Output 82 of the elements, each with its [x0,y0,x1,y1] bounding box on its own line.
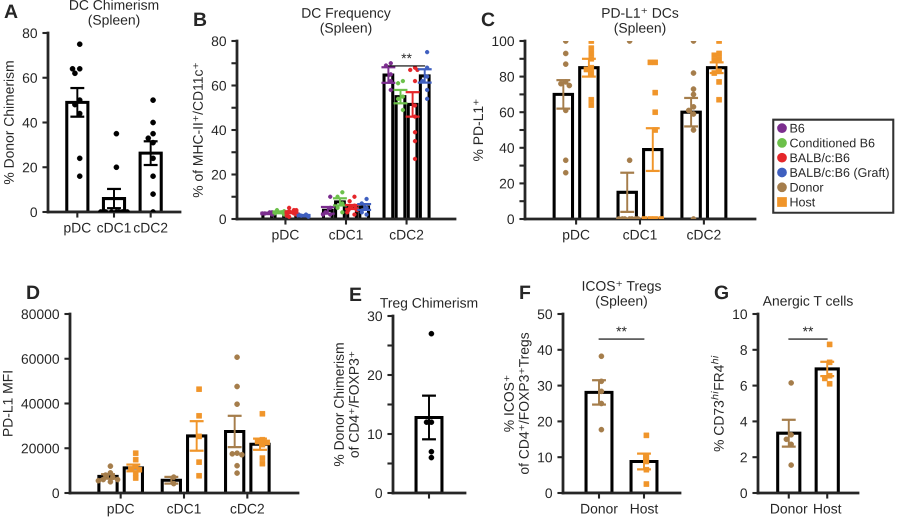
x-tick-label: Donor [770,504,808,514]
y-tick-label: 10 [538,452,552,462]
y-tick-label: 0 [375,488,382,498]
y-axis-title: % PD-L1⁺ [473,99,484,161]
x-tick-label: Host [630,504,658,514]
x-tick-label: pDC [563,230,590,242]
y-tick-label: 0 [219,214,226,224]
x-tick-label: Host [814,504,842,514]
y-tick-label: 20000 [22,444,60,454]
y-tick-label: 80 [500,72,514,82]
y-tick-label: 80 [212,36,226,46]
y-tick-label: 40 [537,345,552,355]
x-tick-label: pDC [272,230,299,242]
text: B [194,12,206,26]
y-tick-label: 80 [22,28,38,38]
chart-title: DC Frequency (Spleen) [302,8,391,36]
annotation: ** [401,53,412,58]
y-tick-label: 10 [733,309,748,320]
y-tick-label: 100 [492,36,514,46]
y-tick-label: 40 [22,118,38,128]
y-tick-label: 20 [538,416,552,427]
chart-title: DC Chimerism (Spleen) [70,0,158,28]
y-tick-label: 30 [368,311,382,322]
x-tick-label: cDC2 [230,504,264,514]
legend-label: BALB/c:B6 [790,153,850,162]
x-tick-label: pDC [108,504,134,516]
y-tick-label: 30 [538,380,552,391]
chart-title: PD-L1⁺ DCs (Spleen) [602,8,678,36]
y-tick-label: 0 [30,207,38,218]
chart-title: Treg Chimerism [380,298,478,311]
x-tick-label: cDC1 [329,230,363,240]
text: E [350,288,362,302]
text: F [520,286,530,300]
y-axis-title: % Donor Chimerism of CD4⁺/FOXP3⁺ [334,343,359,466]
y-tick-label: 40000 [21,398,60,409]
text: A [4,4,18,18]
y-tick-label: 8 [740,345,747,355]
y-tick-label: 0 [740,488,748,498]
y-tick-label: 40 [211,125,226,136]
legend-label: BALB/c:B6 (Graft) [790,168,889,180]
y-tick-label: 60 [212,80,226,91]
x-tick-label: Donor [581,504,618,514]
y-axis-title: % CD73$^{hi}$FR4$^{hi}$ [710,356,724,452]
legend-label: Conditioned B6 [790,138,874,148]
y-tick-label: 50 [538,309,552,320]
y-tick-label: 2 [740,452,747,462]
text: G [714,285,728,300]
y-tick-label: 0 [52,488,60,498]
x-tick-label: cDC1 [167,504,201,514]
y-tick-label: 20 [22,162,38,172]
y-tick-label: 20 [500,178,514,189]
legend-label: B6 [790,124,804,133]
x-tick-label: cDC2 [134,222,168,233]
y-tick-label: 40 [499,143,514,153]
x-tick-label: pDC [64,222,91,236]
y-tick-label: 80000 [22,309,60,320]
y-tick-label: 4 [740,416,748,426]
legend-label: Host [790,198,816,207]
text: C [482,12,495,26]
y-tick-label: 6 [740,380,747,391]
x-tick-label: cDC1 [623,230,657,240]
annotation: ** [802,326,814,332]
text: D [27,286,40,300]
y-axis-title: PD-L1 MFI [2,371,13,436]
y-tick-label: 60000 [22,354,60,364]
y-tick-label: 10 [368,429,382,440]
y-axis-title: % of MHC-II⁺/CD11c⁺ [192,63,203,198]
y-tick-label: 0 [507,214,514,224]
y-tick-label: 20 [368,370,382,380]
y-tick-label: 60 [22,73,38,83]
x-tick-label: cDC1 [97,222,131,233]
y-axis-title: % ICOS⁺ of CD4⁺/FOXP3⁺Tregs [504,332,532,474]
annotation: ** [616,326,627,332]
y-tick-label: 20 [212,170,226,180]
y-tick-label: 0 [545,488,552,498]
y-tick-label: 60 [500,108,514,118]
legend-label: Donor [790,183,824,192]
x-tick-label: cDC2 [687,230,721,240]
x-tick-label: cDC2 [390,230,424,240]
chart-title: ICOS⁺ Tregs (Spleen) [582,281,661,309]
chart-title: Anergic T cells [762,296,853,309]
y-axis-title: % Donor Chimerism [4,61,14,184]
